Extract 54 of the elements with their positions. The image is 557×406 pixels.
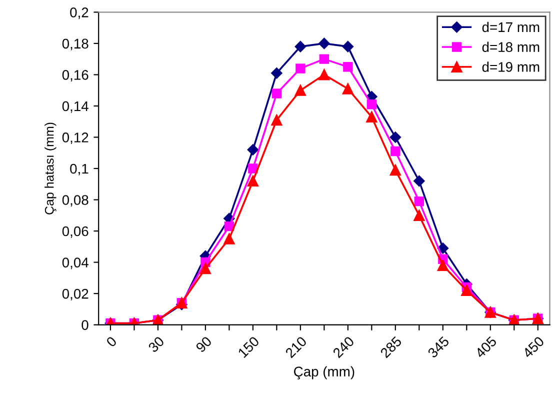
point bbox=[437, 242, 449, 254]
point bbox=[437, 260, 448, 271]
point bbox=[343, 62, 353, 72]
point bbox=[271, 68, 282, 79]
point bbox=[296, 64, 306, 74]
y-tick-label: 0,1 bbox=[70, 164, 88, 176]
x-tick-label: 450 bbox=[522, 336, 545, 359]
point bbox=[461, 284, 472, 296]
point bbox=[271, 114, 282, 126]
y-tick-label: 0,06 bbox=[62, 226, 88, 238]
y-tick-label: 0,16 bbox=[62, 70, 88, 82]
point bbox=[247, 144, 259, 156]
point bbox=[390, 132, 402, 143]
y-tick-label: 0,2 bbox=[70, 8, 88, 19]
legend-label: d=18 mm bbox=[482, 42, 540, 52]
y-tick-label: 0,18 bbox=[62, 38, 88, 50]
point bbox=[390, 164, 401, 176]
point bbox=[342, 83, 354, 94]
x-tick-label: 0 bbox=[106, 336, 118, 348]
point bbox=[224, 233, 235, 244]
point bbox=[318, 38, 330, 50]
point bbox=[272, 88, 282, 98]
x-axis-title: Çap (mm) bbox=[294, 366, 354, 380]
y-tick-label: 0 bbox=[82, 320, 88, 330]
point bbox=[294, 84, 306, 96]
point bbox=[200, 262, 211, 274]
y-tick-label: 0,08 bbox=[62, 195, 88, 207]
x-tick-label: 240 bbox=[332, 336, 355, 358]
y-tick-label: 0,12 bbox=[62, 132, 88, 144]
x-tick-label: 150 bbox=[238, 336, 260, 358]
point bbox=[318, 69, 330, 80]
point bbox=[414, 175, 425, 187]
y-axis-title: Çap hatası (mm) bbox=[44, 122, 56, 214]
y-tick-label: 0,14 bbox=[62, 101, 88, 113]
x-tick-label: 345 bbox=[427, 336, 450, 358]
legend-label: d=17 mm bbox=[482, 22, 540, 32]
legend-label: d=19 mm bbox=[482, 62, 540, 72]
x-tick-label: 30 bbox=[148, 336, 165, 353]
x-tick-label: 285 bbox=[380, 336, 402, 358]
point bbox=[248, 164, 258, 174]
point bbox=[319, 54, 330, 64]
point bbox=[366, 111, 378, 122]
x-tick-label: 90 bbox=[195, 336, 212, 353]
y-tick-label: 0,02 bbox=[62, 288, 88, 300]
point bbox=[342, 40, 354, 52]
x-tick-label: 210 bbox=[284, 336, 308, 358]
x-tick-label: 405 bbox=[474, 336, 498, 359]
point bbox=[414, 210, 425, 221]
y-tick-label: 0,04 bbox=[62, 258, 88, 270]
point bbox=[294, 40, 306, 52]
point bbox=[366, 100, 377, 110]
point bbox=[390, 146, 400, 156]
point bbox=[247, 175, 258, 187]
point bbox=[414, 196, 424, 206]
